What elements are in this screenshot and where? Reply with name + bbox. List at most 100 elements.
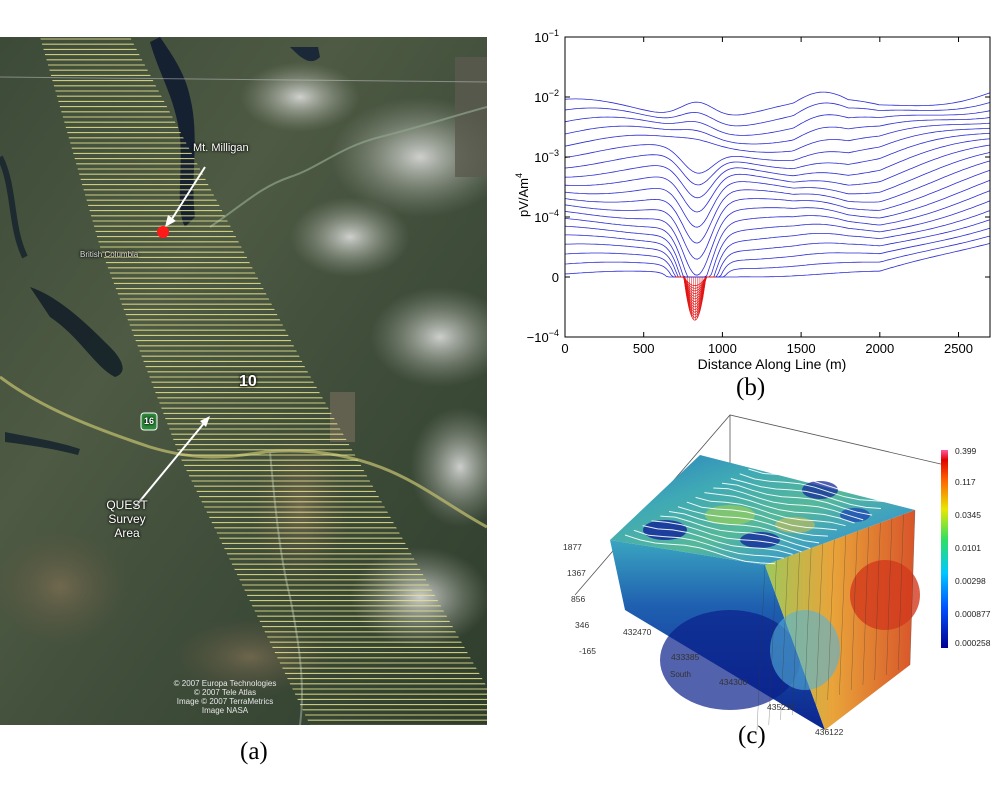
flight-line <box>713 487 864 521</box>
decay-curve <box>564 219 991 278</box>
colorbar-tick-label: 0.000258 <box>955 638 991 648</box>
mt-milligan-label: Mt. Milligan <box>193 142 249 154</box>
province-label: British Columbia <box>80 250 139 259</box>
y-tick-label: 10−3 <box>534 148 559 165</box>
decay-curve <box>564 127 991 174</box>
decay-curve <box>564 235 991 278</box>
colorbar-tick-label: 0.0345 <box>955 510 981 520</box>
colorbar-tick-label: 0.399 <box>955 446 977 456</box>
y-axis-label: pV/Am4 <box>514 173 531 217</box>
flight-line <box>677 506 828 537</box>
flight-line <box>669 510 820 544</box>
x-tick-label: 2500 <box>944 341 973 356</box>
flight-line <box>704 492 855 524</box>
slice-line <box>909 509 916 666</box>
slice-line <box>780 556 789 721</box>
decay-curve <box>564 144 991 213</box>
decay-curve <box>564 227 991 278</box>
slice-line <box>803 548 812 711</box>
flight-line <box>660 515 811 549</box>
colorbar-tick-label: 0.0101 <box>955 543 981 553</box>
decay-curve <box>564 179 991 276</box>
slice-line <box>756 564 766 731</box>
slice-line <box>827 539 835 701</box>
highway-number: 10 <box>239 373 257 390</box>
y-tick-label: 10−4 <box>534 208 559 225</box>
decay-curve <box>564 132 991 186</box>
colorbar-tick-label: 0.117 <box>955 477 976 487</box>
caption-a: (a) <box>240 738 268 765</box>
flight-line <box>766 459 917 492</box>
slice-line <box>768 560 777 726</box>
decay-curve <box>564 122 991 153</box>
caption-b: (b) <box>736 374 766 401</box>
panel-a-map: Mt. Milligan British Columbia 10 16 QUES… <box>0 37 487 725</box>
flight-line <box>642 525 793 555</box>
route-shield-number: 16 <box>144 416 155 426</box>
easting-tick-label: 432470 <box>623 627 652 637</box>
panel-c-3d-model: 0.399 0.117 0.0345 0.0101 0.00298 0.000877 0.0… <box>563 414 991 737</box>
easting-tick-label: 436122 <box>815 727 844 737</box>
caption-c: (c) <box>738 722 766 749</box>
copyright-notice: © 2007 Europa Technologies © 2007 Tele A… <box>173 679 277 715</box>
decay-curve <box>564 200 991 278</box>
slice-line <box>862 526 870 686</box>
slice-line <box>792 552 800 716</box>
flight-line <box>695 496 846 527</box>
flight-line <box>686 501 837 531</box>
slice-line <box>886 518 893 676</box>
decay-curve <box>564 117 991 145</box>
route-shield-icon <box>140 412 158 431</box>
z-tick-label: 1367 <box>567 568 586 578</box>
decay-curve <box>564 138 991 199</box>
flight-line <box>651 520 802 553</box>
x-tick-label: 2000 <box>865 341 894 356</box>
z-tick-label: 346 <box>575 620 589 630</box>
y-tick-label: 10−2 <box>534 88 559 105</box>
easting-tick-label: 435211 <box>767 702 795 712</box>
x-tick-label: 1500 <box>787 341 816 356</box>
y-tick-label: 0 <box>552 270 559 285</box>
flight-lines <box>624 454 926 565</box>
colorbar <box>941 450 948 648</box>
decay-curve <box>564 110 991 136</box>
survey-area-label: QUEST Survey Area <box>106 498 148 540</box>
decay-curve <box>564 169 991 260</box>
slice-line <box>897 514 904 671</box>
slice-line <box>850 531 858 691</box>
flight-line <box>774 454 926 488</box>
easting-tick-label: 433385 <box>671 652 700 662</box>
y-tick-label: 10−1 <box>534 28 559 45</box>
flight-line <box>757 463 908 495</box>
satellite-image <box>0 37 487 725</box>
x-tick-label: 0 <box>561 341 568 356</box>
block-top-face <box>610 455 915 565</box>
colorbar-tick-label: 0.00298 <box>955 576 986 586</box>
x-axis-label: Distance Along Line (m) <box>698 356 847 372</box>
plot-frame <box>564 36 991 338</box>
slice-line <box>839 535 847 696</box>
decay-curve <box>564 243 991 278</box>
decay-curve <box>564 102 991 127</box>
z-tick-label: 1877 <box>563 542 582 552</box>
z-tick-label: 856 <box>571 594 585 604</box>
flight-line <box>730 478 881 509</box>
flight-line <box>624 534 776 565</box>
decay-curve <box>564 91 991 116</box>
z-tick-label: -165 <box>579 646 596 656</box>
decay-curve <box>564 160 991 244</box>
easting-tick-label: 434300 <box>719 677 748 687</box>
decay-curve <box>564 152 991 228</box>
slice-line <box>815 543 823 706</box>
panel-b-chart: 10−110−210−310−40−10−4 0 500 1000 1500 2000 2… <box>514 28 991 372</box>
flight-line <box>633 529 784 559</box>
south-axis-label: South <box>670 670 691 679</box>
decay-curve <box>565 210 991 278</box>
x-tick-label: 500 <box>633 341 655 356</box>
x-tick-label: 1000 <box>708 341 737 356</box>
slice-line <box>874 522 881 681</box>
mt-milligan-marker <box>157 226 169 238</box>
colorbar-tick-label: 0.000877 <box>955 609 991 619</box>
decay-curve <box>564 190 991 278</box>
flight-line <box>721 482 873 516</box>
